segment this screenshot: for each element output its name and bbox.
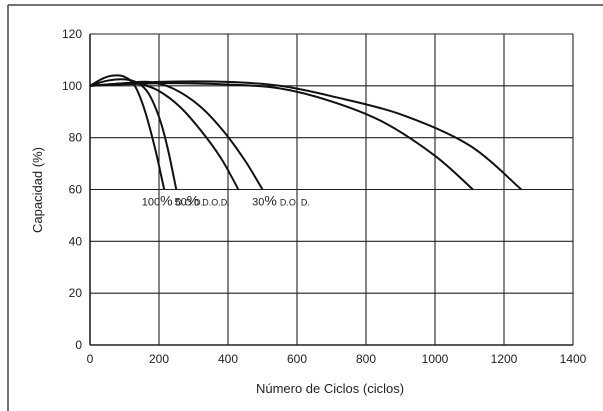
dod-percent: 30 xyxy=(252,196,264,208)
dod-label: D.O.D. xyxy=(202,197,230,207)
y-tick-label: 40 xyxy=(69,234,83,248)
dod-percent: 100 xyxy=(142,196,160,208)
tick-labels: 0 200 400 600 800 1000 1200 1400 0 20 40 60 80 100 120 xyxy=(62,27,587,366)
dod-annotation: 100% D.O.D. xyxy=(142,192,203,208)
series-line xyxy=(89,80,522,191)
series-line xyxy=(89,82,474,191)
x-tick-label: 1200 xyxy=(491,352,518,366)
dod-percent-sign: % xyxy=(160,192,172,208)
grid xyxy=(89,33,574,346)
x-axis-label: Número de Ciclos (ciclos) xyxy=(256,381,404,396)
series-layer xyxy=(89,74,522,191)
series-line xyxy=(89,80,264,191)
y-tick-label: 20 xyxy=(69,286,83,300)
dod-label: D.O.D. xyxy=(176,197,204,207)
y-tick-label: 80 xyxy=(69,131,83,145)
x-tick-label: 200 xyxy=(149,352,169,366)
x-tick-label: 600 xyxy=(287,352,307,366)
series-line xyxy=(89,74,166,190)
x-tick-label: 800 xyxy=(356,352,376,366)
y-tick-label: 100 xyxy=(62,79,82,93)
dod-label: D.O. D. xyxy=(280,197,310,207)
y-tick-label: 60 xyxy=(69,183,83,197)
dod-percent: 50 xyxy=(175,196,187,208)
dod-percent-sign: % xyxy=(264,192,276,208)
x-tick-label: 1400 xyxy=(560,352,587,366)
dod-annotation: 50% D.O.D. xyxy=(175,192,230,208)
y-tick-label: 0 xyxy=(75,338,82,352)
series-line xyxy=(89,78,178,190)
dod-percent-sign: % xyxy=(187,192,199,208)
x-tick-label: 0 xyxy=(87,352,94,366)
x-tick-label: 400 xyxy=(218,352,238,366)
x-tick-label: 1000 xyxy=(422,352,449,366)
dod-annotation: 30% D.O. D. xyxy=(252,192,310,208)
y-axis-label: Capacidad (%) xyxy=(30,147,45,233)
y-tick-label: 120 xyxy=(62,27,82,41)
annotations: 100% D.O.D.50% D.O.D. 30% D.O. D. xyxy=(142,192,310,208)
